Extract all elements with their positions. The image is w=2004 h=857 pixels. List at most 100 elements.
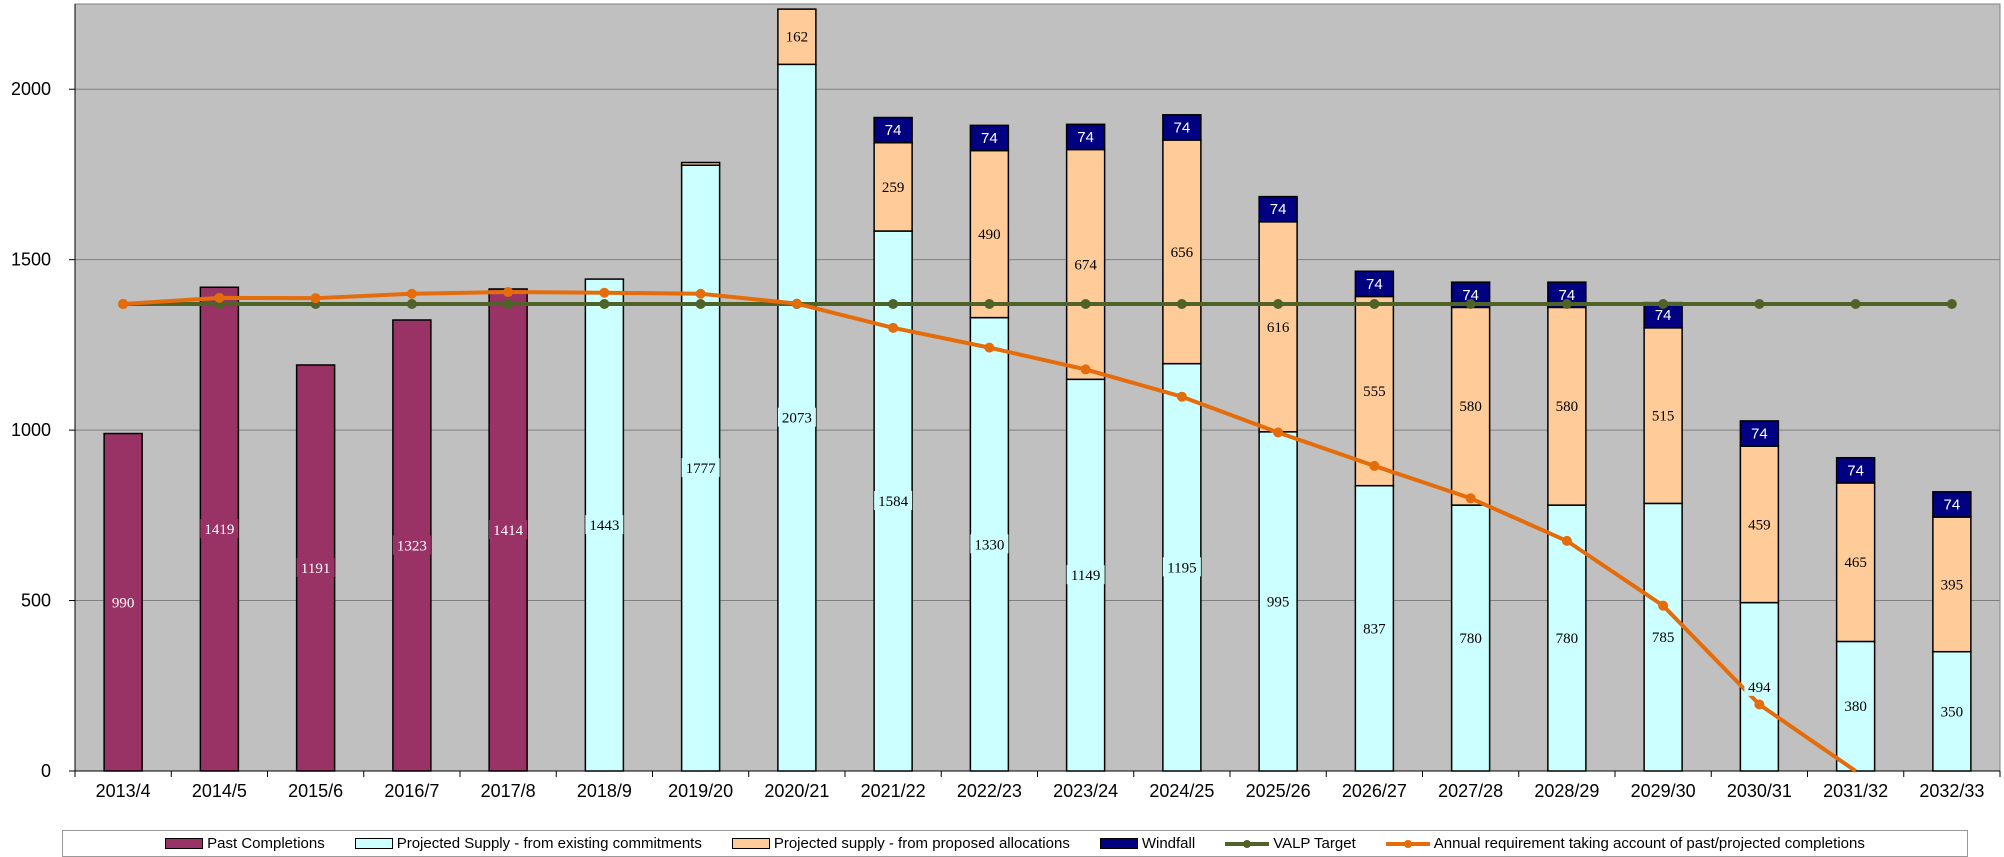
bar-proposed xyxy=(680,161,721,166)
data-label-windfall: 74 xyxy=(1366,276,1383,293)
x-axis: 2013/4 2014/5 2015/6 2016/7 2017/8 2018/9 2019… xyxy=(74,770,2001,801)
point-requirement xyxy=(695,288,706,299)
data-label-windfall: 74 xyxy=(1944,496,1961,513)
data-label-existing: 380 xyxy=(1844,699,1867,715)
x-tick-label: 2032/33 xyxy=(1919,781,1984,801)
data-labels: 990 1419 1191 1323 1414 1443 1777 2073 162 1584 25… xyxy=(108,26,1967,721)
data-label-windfall: 74 xyxy=(1270,201,1287,218)
x-tick-label: 2029/30 xyxy=(1631,781,1696,801)
x-tick-label: 2014/5 xyxy=(192,781,247,801)
bar-windfall xyxy=(1258,195,1298,223)
point-requirement xyxy=(1176,391,1187,402)
data-label-proposed: 162 xyxy=(786,30,809,46)
data-label-bg-proposed xyxy=(1551,396,1582,416)
data-label-bg-existing xyxy=(681,458,720,478)
data-label-bg-existing xyxy=(1263,591,1294,611)
data-label-existing: 1443 xyxy=(589,518,619,534)
point-target xyxy=(1080,298,1091,309)
bar-windfall xyxy=(1162,114,1202,141)
data-label-windfall: 74 xyxy=(885,122,902,139)
data-label-bg-proposed xyxy=(1744,514,1775,534)
point-requirement xyxy=(599,287,610,298)
data-label-past: 1419 xyxy=(204,522,234,538)
x-tick-label: 2025/26 xyxy=(1246,781,1311,801)
bar-windfall xyxy=(1835,456,1876,484)
legend-item-requirement: Annual requirement taking account of pas… xyxy=(1385,835,1865,852)
y-axis: 0 500 1000 1500 2000 xyxy=(11,4,76,781)
data-label-existing: 2073 xyxy=(782,411,812,427)
y-tick-label: 1500 xyxy=(11,250,51,270)
data-label-bg-existing xyxy=(777,407,816,427)
data-label-bg-proposed xyxy=(1455,396,1486,416)
lines xyxy=(118,287,1957,773)
point-target xyxy=(695,298,706,309)
data-label-past: 1191 xyxy=(301,561,330,577)
point-requirement xyxy=(791,298,802,309)
point-requirement xyxy=(1658,600,1669,611)
data-label-proposed: 580 xyxy=(1459,399,1482,415)
data-label-bg-past xyxy=(392,535,431,555)
data-label-bg-proposed xyxy=(1070,254,1101,274)
data-label-windfall: 74 xyxy=(1559,287,1576,304)
data-label-existing: 837 xyxy=(1363,621,1386,637)
legend-line-requirement xyxy=(1385,839,1430,848)
point-target xyxy=(1658,298,1669,309)
data-label-bg-existing xyxy=(1840,696,1871,716)
data-label-proposed: 259 xyxy=(882,180,905,196)
data-label-proposed: 490 xyxy=(978,227,1001,243)
point-requirement xyxy=(888,322,899,333)
x-tick-label: 2026/27 xyxy=(1342,781,1407,801)
data-label-bg-existing xyxy=(1551,628,1582,648)
data-label-past: 1414 xyxy=(493,523,524,539)
data-label-windfall: 74 xyxy=(1751,426,1768,443)
legend-swatch-past xyxy=(165,838,204,849)
data-label-proposed: 656 xyxy=(1171,245,1194,261)
x-tick-label: 2023/24 xyxy=(1053,781,1118,801)
legend-label-past: Past Completions xyxy=(207,835,325,852)
data-label-windfall: 74 xyxy=(1174,119,1191,136)
data-label-bg-existing xyxy=(585,515,624,535)
bar-windfall xyxy=(1354,270,1395,298)
point-requirement xyxy=(214,292,225,303)
data-label-windfall: 74 xyxy=(1847,462,1864,479)
data-label-proposed: 395 xyxy=(1941,577,1964,593)
legend-label-requirement: Annual requirement taking account of pas… xyxy=(1433,835,1865,852)
data-label-bg-past xyxy=(108,592,139,612)
legend-label-target: VALP Target xyxy=(1273,835,1356,852)
legend-label-proposed: Projected supply - from proposed allocat… xyxy=(773,835,1070,852)
bar-windfall xyxy=(873,116,913,144)
point-target xyxy=(1561,298,1572,309)
legend-swatch-existing xyxy=(354,838,393,849)
data-label-existing: 785 xyxy=(1652,630,1675,646)
data-label-past: 990 xyxy=(112,595,135,611)
data-label-bg-proposed xyxy=(878,176,909,196)
y-tick-label: 0 xyxy=(41,761,51,781)
point-requirement xyxy=(1273,427,1284,438)
x-tick-label: 2030/31 xyxy=(1727,781,1792,801)
data-label-proposed: 459 xyxy=(1748,517,1771,533)
data-label-existing: 350 xyxy=(1941,704,1964,720)
y-tick-label: 1000 xyxy=(11,420,51,440)
data-label-bg-existing xyxy=(874,491,913,511)
x-tick-label: 2028/29 xyxy=(1534,781,1599,801)
data-label-past: 1323 xyxy=(397,539,427,555)
legend-label-windfall: Windfall xyxy=(1141,835,1196,852)
point-target xyxy=(503,298,514,309)
legend-line-target xyxy=(1225,839,1270,848)
data-label-bg-existing xyxy=(1455,628,1486,648)
data-label-bg-past xyxy=(200,519,239,539)
data-label-bg-proposed xyxy=(1359,381,1390,401)
bar-windfall xyxy=(969,124,1010,152)
legend-item-target: VALP Target xyxy=(1225,835,1356,852)
point-target xyxy=(1850,298,1861,309)
data-label-windfall: 74 xyxy=(1077,129,1094,146)
data-label-existing: 780 xyxy=(1556,631,1579,647)
y-tick-label: 500 xyxy=(21,591,51,611)
data-label-proposed: 465 xyxy=(1844,555,1867,571)
bar-windfall xyxy=(1739,420,1780,447)
data-label-bg-past xyxy=(489,519,528,539)
bar-windfall xyxy=(1065,123,1106,151)
data-label-existing: 995 xyxy=(1267,594,1290,610)
x-tick-label: 2031/32 xyxy=(1823,781,1888,801)
